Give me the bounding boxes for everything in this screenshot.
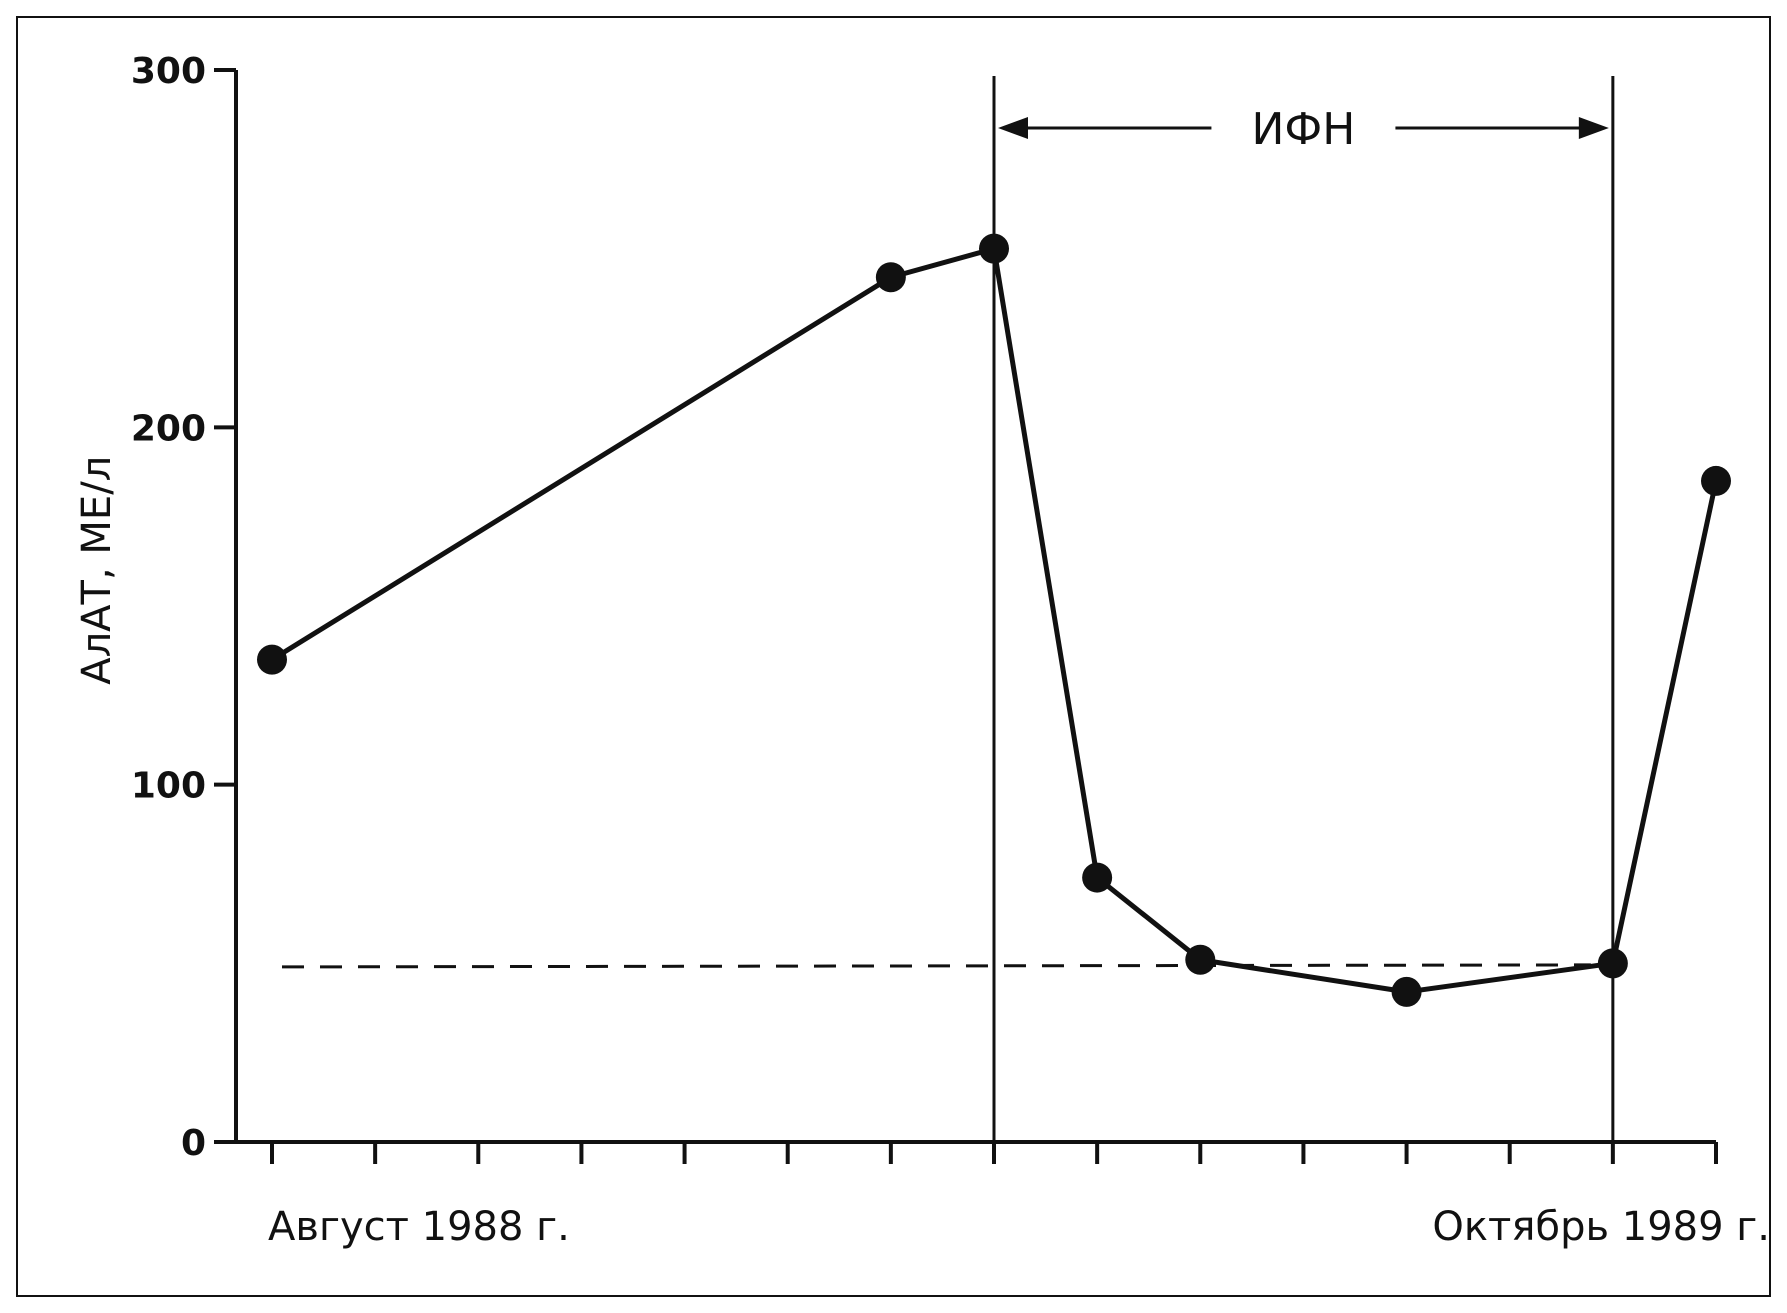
arrow-right-icon bbox=[1578, 117, 1609, 139]
reference-line-group bbox=[281, 963, 1591, 969]
data-point bbox=[1082, 862, 1113, 893]
y-tick-label: 200 bbox=[131, 408, 206, 449]
y-tick-label: 0 bbox=[181, 1123, 206, 1164]
axes bbox=[224, 70, 1716, 1144]
figure-frame bbox=[16, 16, 1771, 1297]
data-point bbox=[1597, 948, 1628, 979]
y-tick-label: 300 bbox=[131, 51, 206, 92]
data-point bbox=[979, 233, 1009, 264]
data-point bbox=[1185, 944, 1216, 975]
y-ticks: 0 100 200 300 bbox=[131, 51, 236, 1164]
x-ticks bbox=[270, 1142, 1718, 1164]
data-point bbox=[875, 262, 906, 293]
x-start-label: Август 1988 г. bbox=[268, 1204, 570, 1250]
period-label: ИФН bbox=[1251, 104, 1355, 155]
data-point bbox=[1391, 976, 1422, 1007]
data-point bbox=[257, 644, 287, 675]
data-point bbox=[1701, 465, 1731, 496]
x-end-label: Октябрь 1989 г. bbox=[1432, 1204, 1770, 1250]
reference-line bbox=[281, 963, 1591, 969]
period-annotation: ИФН bbox=[992, 76, 1615, 1142]
y-tick-label: 100 bbox=[131, 766, 206, 807]
y-axis-label: АлАТ, МЕ/л bbox=[74, 456, 120, 685]
arrow-left-icon bbox=[998, 117, 1028, 139]
series-group bbox=[257, 233, 1731, 1007]
series-line bbox=[270, 246, 1719, 995]
